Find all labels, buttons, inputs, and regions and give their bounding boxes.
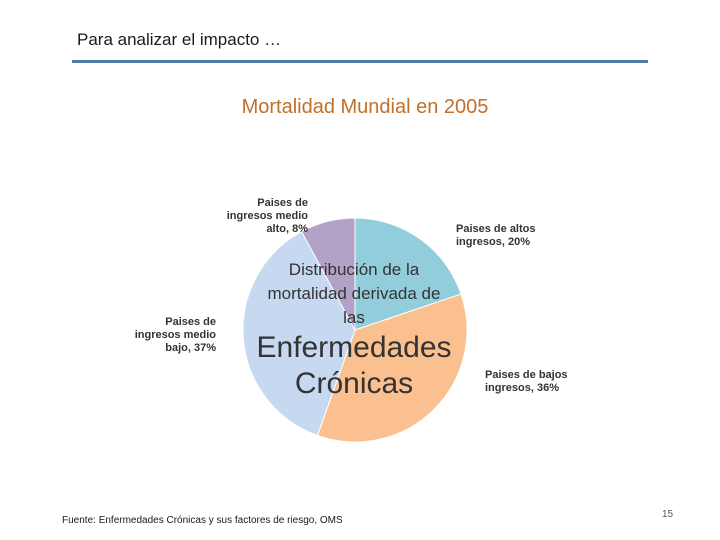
source-note: Fuente: Enfermedades Crónicas y sus fact… — [62, 515, 343, 526]
pie-slice-0 — [354, 217, 462, 331]
heading-rule — [72, 60, 648, 63]
center-emphasis-2: Crónicas — [294, 367, 414, 400]
chart-title: Mortalidad Mundial en 2005 — [241, 96, 489, 118]
slice-label-high-income: Paises de altos ingresos, 20% — [456, 223, 536, 248]
slice-label-low-income: Paises de bajos ingresos, 36% — [485, 369, 568, 394]
center-emphasis-1: Enfermedades — [256, 331, 452, 364]
slide-heading: Para analizar el impacto … — [77, 30, 282, 49]
center-line-1: Distribución de la — [288, 260, 420, 279]
center-line-3: las — [343, 308, 365, 327]
pie-slice-3 — [300, 217, 356, 331]
pie-center-caption: Distribución de la mortalidad derivada d… — [234, 258, 474, 402]
slice-label-lower-middle-income: Paises de ingresos medio bajo, 37% — [134, 316, 216, 354]
center-line-2: mortalidad derivada de — [267, 284, 441, 303]
pie-slice-2 — [242, 230, 356, 437]
page-number: 15 — [662, 509, 674, 520]
slice-label-upper-middle-income: Paises de ingresos medio alto, 8% — [226, 197, 308, 235]
